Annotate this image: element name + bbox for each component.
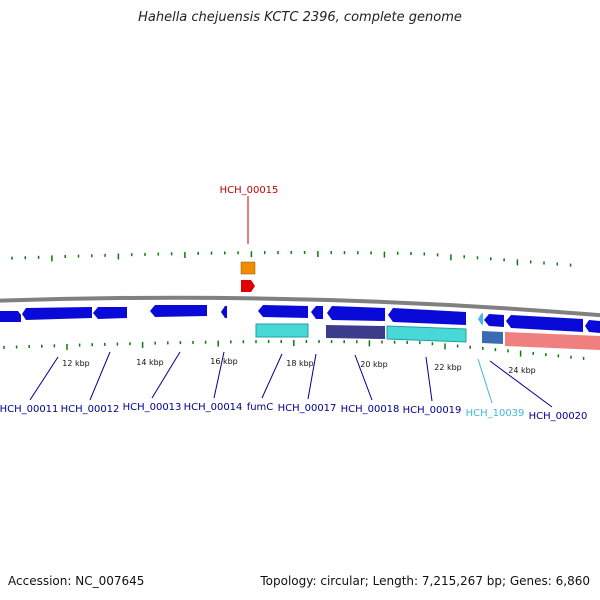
trna-feature: [386, 325, 467, 343]
gene-leader-lines: [29, 351, 553, 408]
leader-line: [213, 351, 225, 399]
gene-label: HCH_00012: [61, 404, 120, 415]
trna-feature: [255, 323, 309, 338]
cds-feature: [585, 320, 600, 333]
orange-feature: [240, 261, 256, 275]
leader-line: [29, 356, 59, 401]
scale-label: 22 kbp: [434, 363, 462, 372]
leader-line: [89, 351, 111, 401]
gene-label: HCH_10039: [466, 408, 525, 419]
cds-feature: [388, 308, 466, 325]
cds-feature: [484, 314, 504, 327]
cds-feature: [93, 307, 127, 319]
scale-labels: 12 kbp 14 kbp 16 kbp 18 kbp 20 kbp 22 kbp 24 k…: [62, 357, 536, 375]
gene-label: HCH_00019: [403, 405, 462, 416]
red-feature: [241, 280, 255, 292]
gene-label: HCH_00014: [184, 402, 243, 413]
leader-line: [354, 354, 373, 401]
scale-label: 12 kbp: [62, 359, 90, 368]
gene-label: HCH_00018: [341, 404, 400, 415]
leader-line: [307, 353, 317, 400]
dark-feature: [326, 325, 385, 339]
scale-label: 18 kbp: [286, 359, 314, 368]
outer-tick-ring: [11, 251, 572, 267]
genome-summary: Topology: circular; Length: 7,215,267 bp…: [260, 574, 590, 588]
second-track: [255, 323, 600, 350]
cds-track: [0, 305, 600, 333]
cds-feature: [0, 311, 21, 322]
leader-line: [489, 360, 553, 408]
cds-feature: [22, 307, 92, 320]
leader-line: [425, 356, 433, 402]
accession-text: Accession: NC_007645: [8, 574, 145, 588]
cds-feature: [311, 306, 323, 319]
genome-backbone: [0, 295, 600, 318]
scale-label: 16 kbp: [210, 357, 238, 366]
cds-feature: [478, 313, 483, 325]
cds-feature: [150, 305, 207, 317]
gene-label: HCH_00020: [529, 411, 588, 422]
hch-00015-label: HCH_00015: [220, 185, 279, 196]
leader-line: [261, 353, 283, 399]
gene-labels: HCH_00011 HCH_00012 HCH_00013 HCH_00014 fumC…: [0, 402, 587, 422]
cds-feature: [221, 306, 227, 318]
cds-feature: [258, 305, 308, 318]
gene-label: HCH_00013: [123, 402, 182, 413]
scale-label: 20 kbp: [360, 360, 388, 369]
map-title: Hahella chejuensis KCTC 2396, complete g…: [138, 10, 462, 25]
gene-label: HCH_00017: [278, 403, 337, 414]
cds-feature: [327, 306, 385, 321]
scale-label: 14 kbp: [136, 358, 164, 367]
gene-label: fumC: [247, 402, 274, 413]
scale-label: 24 kbp: [508, 366, 536, 375]
cds-feature: [506, 315, 583, 332]
inner-tick-ring: [3, 340, 585, 360]
leader-line: [477, 358, 493, 404]
rrna-feature: [505, 332, 600, 350]
steel-feature: [482, 331, 503, 344]
gene-label: HCH_00011: [0, 404, 58, 415]
leader-line: [151, 351, 181, 399]
